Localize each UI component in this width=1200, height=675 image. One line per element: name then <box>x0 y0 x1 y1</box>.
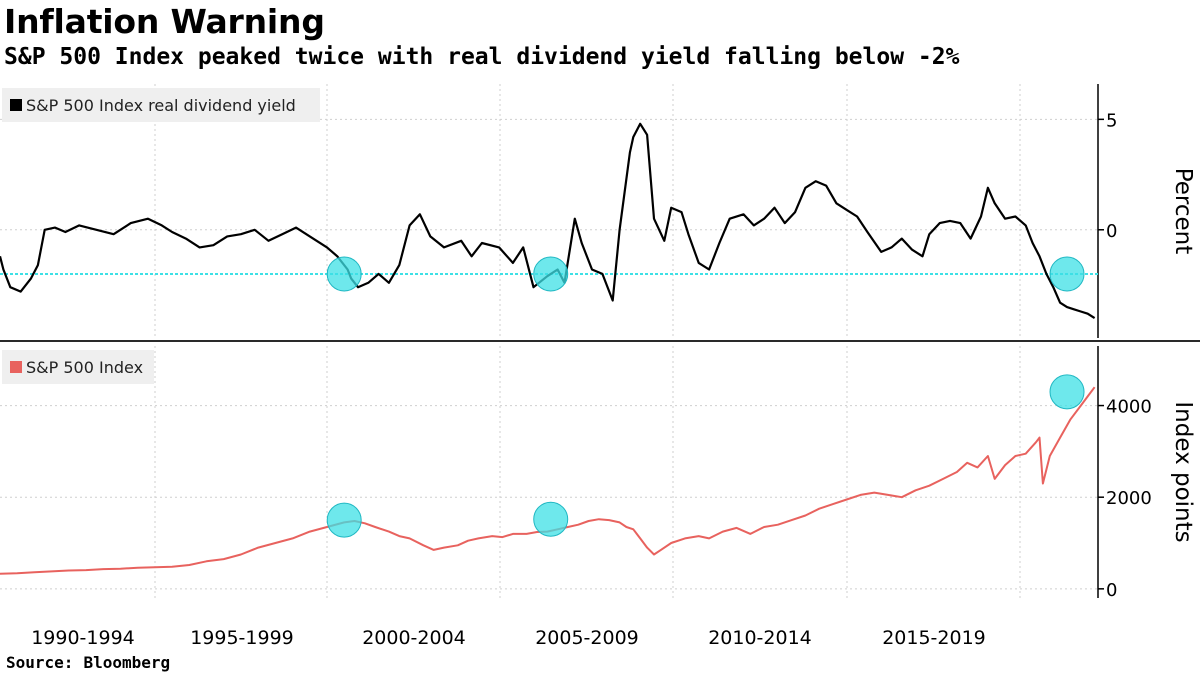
yield-legend-label: S&P 500 Index real dividend yield <box>26 96 296 115</box>
index-highlight-1 <box>533 501 569 537</box>
index-legend-swatch <box>10 361 22 373</box>
x-tick-label-1: 1995-1999 <box>190 627 294 649</box>
source-label: Source: <box>6 653 74 672</box>
source-value: Bloomberg <box>83 653 171 672</box>
index-panel: 0 2000 4000 Index points S&P 500 Index <box>0 346 1196 601</box>
index-ytick-label-0: 0 <box>1106 580 1117 601</box>
source-note: Source: Bloomberg <box>6 653 170 672</box>
x-tick-label-4: 2010-2014 <box>708 627 812 649</box>
yield-series-line <box>0 122 1096 320</box>
index-legend-label: S&P 500 Index <box>26 358 143 377</box>
x-tick-label-5: 2015-2019 <box>882 627 986 649</box>
yield-panel: 0 5 Percent S&P 500 Index real dividend yie… <box>0 84 1196 338</box>
yield-highlight-1 <box>533 256 569 292</box>
yield-legend-swatch <box>10 99 22 111</box>
index-highlight-0 <box>326 502 362 538</box>
yield-ytick-label-0: 0 <box>1106 221 1117 242</box>
x-axis: 1990-1994 1995-1999 2000-2004 2005-2009 2010… <box>31 627 986 649</box>
index-series-line <box>0 386 1096 575</box>
index-y-axis-title: Index points <box>1170 401 1196 542</box>
x-tick-label-2: 2000-2004 <box>362 627 466 649</box>
index-ytick-label-1: 2000 <box>1106 488 1152 509</box>
yield-highlight-2 <box>1049 256 1085 292</box>
yield-y-axis-title: Percent <box>1170 168 1196 255</box>
x-tick-label-0: 1990-1994 <box>31 627 135 649</box>
x-tick-label-3: 2005-2009 <box>535 627 639 649</box>
index-ytick-label-2: 4000 <box>1106 397 1152 418</box>
yield-ytick-label-1: 5 <box>1106 110 1117 131</box>
index-legend-box <box>2 350 154 384</box>
chart-title: Inflation Warning <box>4 2 325 41</box>
index-highlight-2 <box>1049 374 1085 410</box>
yield-legend-box <box>2 88 320 122</box>
chart-subtitle: S&P 500 Index peaked twice with real div… <box>4 44 960 70</box>
yield-highlight-0 <box>326 256 362 292</box>
